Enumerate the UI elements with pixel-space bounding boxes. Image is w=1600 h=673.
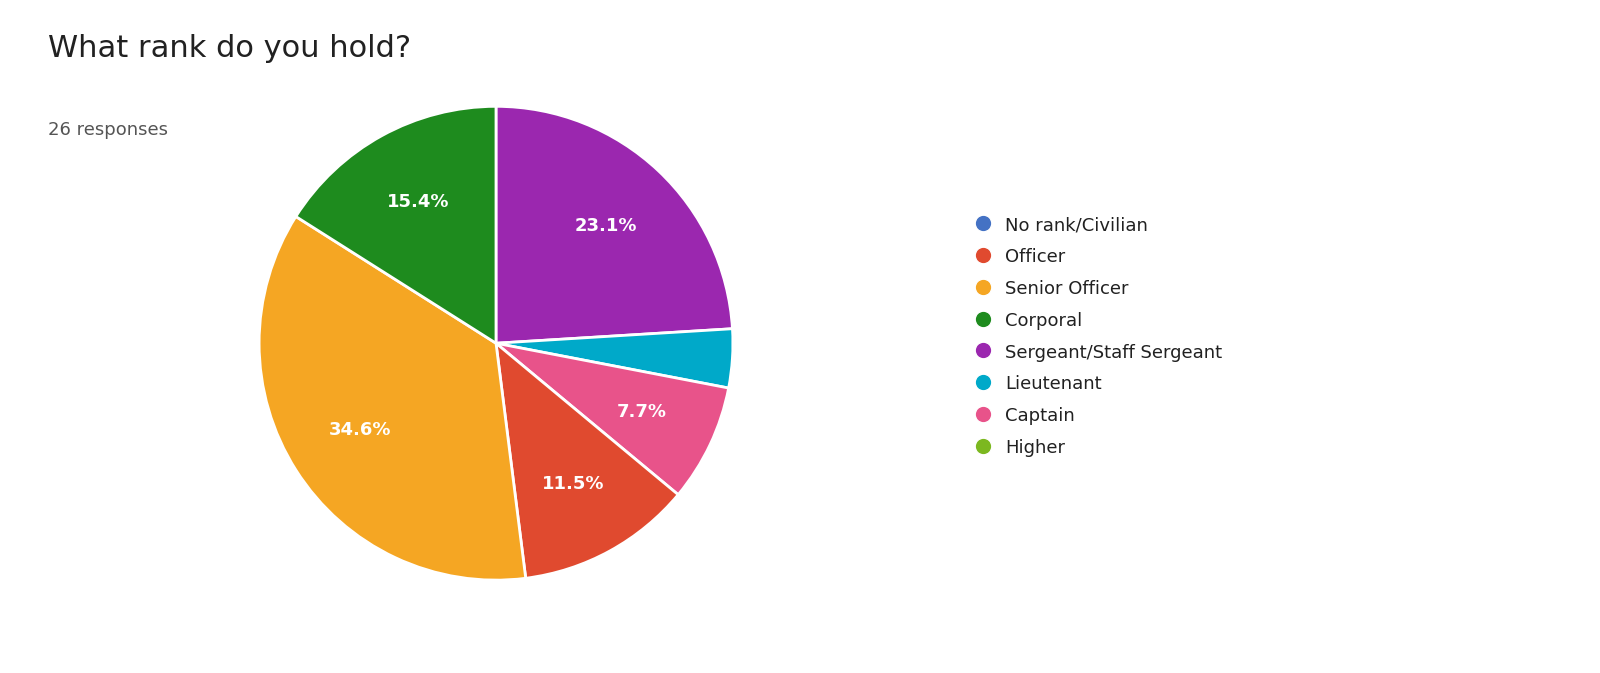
Wedge shape [296,106,496,343]
Text: 34.6%: 34.6% [328,421,392,439]
Text: What rank do you hold?: What rank do you hold? [48,34,411,63]
Text: 23.1%: 23.1% [574,217,638,235]
Text: 26 responses: 26 responses [48,121,168,139]
Wedge shape [496,343,728,495]
Wedge shape [496,106,733,343]
Wedge shape [496,328,733,388]
Text: 15.4%: 15.4% [387,193,450,211]
Text: 7.7%: 7.7% [616,403,667,421]
Wedge shape [496,343,678,578]
Legend: No rank/Civilian, Officer, Senior Officer, Corporal, Sergeant/Staff Sergeant, Li: No rank/Civilian, Officer, Senior Office… [970,207,1232,466]
Wedge shape [259,217,526,580]
Text: 11.5%: 11.5% [542,476,605,493]
